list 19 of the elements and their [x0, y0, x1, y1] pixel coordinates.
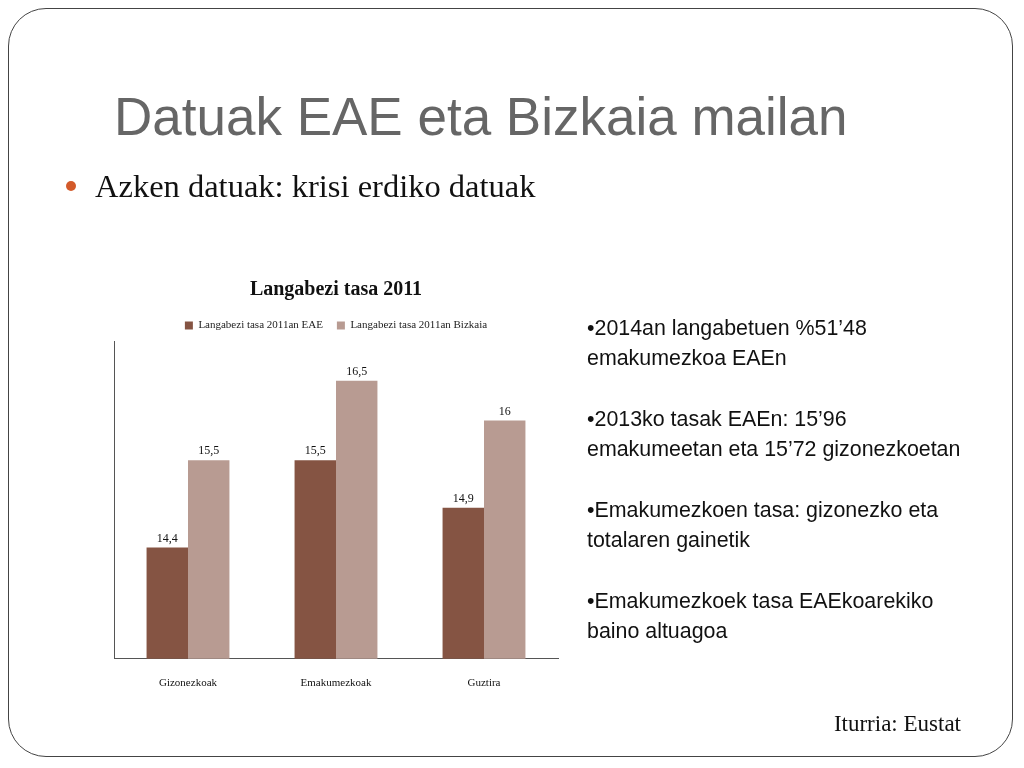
- data-label: 15,5: [304, 443, 326, 458]
- legend-label: Langabezi tasa 2011an EAE: [198, 318, 324, 331]
- text: Iturria: Eustat: [833, 711, 961, 737]
- text: •Emakumezkoen tasa: gizonezko eta totalaren gainetik: [587, 497, 940, 554]
- chart-title: Datuak EAE eta Bizkaia mailan: [114, 86, 848, 148]
- data-label: 15,5: [198, 443, 220, 458]
- data-label: 14,4: [156, 530, 178, 545]
- x-tick-label: Emakumezkoak: [300, 676, 372, 689]
- x-tick-label: Gizonezkoak: [158, 676, 218, 689]
- text: •2013ko tasak EAEn: 15’96 emakumeetan eta 15’72 gizonezkoetan: [587, 406, 962, 463]
- legend-label: Langabezi tasa 2011an Bizkaia: [350, 318, 488, 331]
- text: Langabezi tasa 2011: [249, 277, 423, 301]
- data-label: 14,9: [452, 491, 474, 505]
- chart-subtitle: Azken datuak: krisi erdiko datuak: [95, 167, 536, 206]
- x-tick-label: Guztira: [467, 676, 501, 689]
- data-label: 16,5: [346, 363, 368, 378]
- text: •Emakumezkoek tasa EAEkoarekiko baino altuagoa: [587, 588, 935, 645]
- data-label: 16: [498, 403, 511, 418]
- text: •2014an langabetuen %51’48 emakumezkoa EAEn: [587, 315, 868, 372]
